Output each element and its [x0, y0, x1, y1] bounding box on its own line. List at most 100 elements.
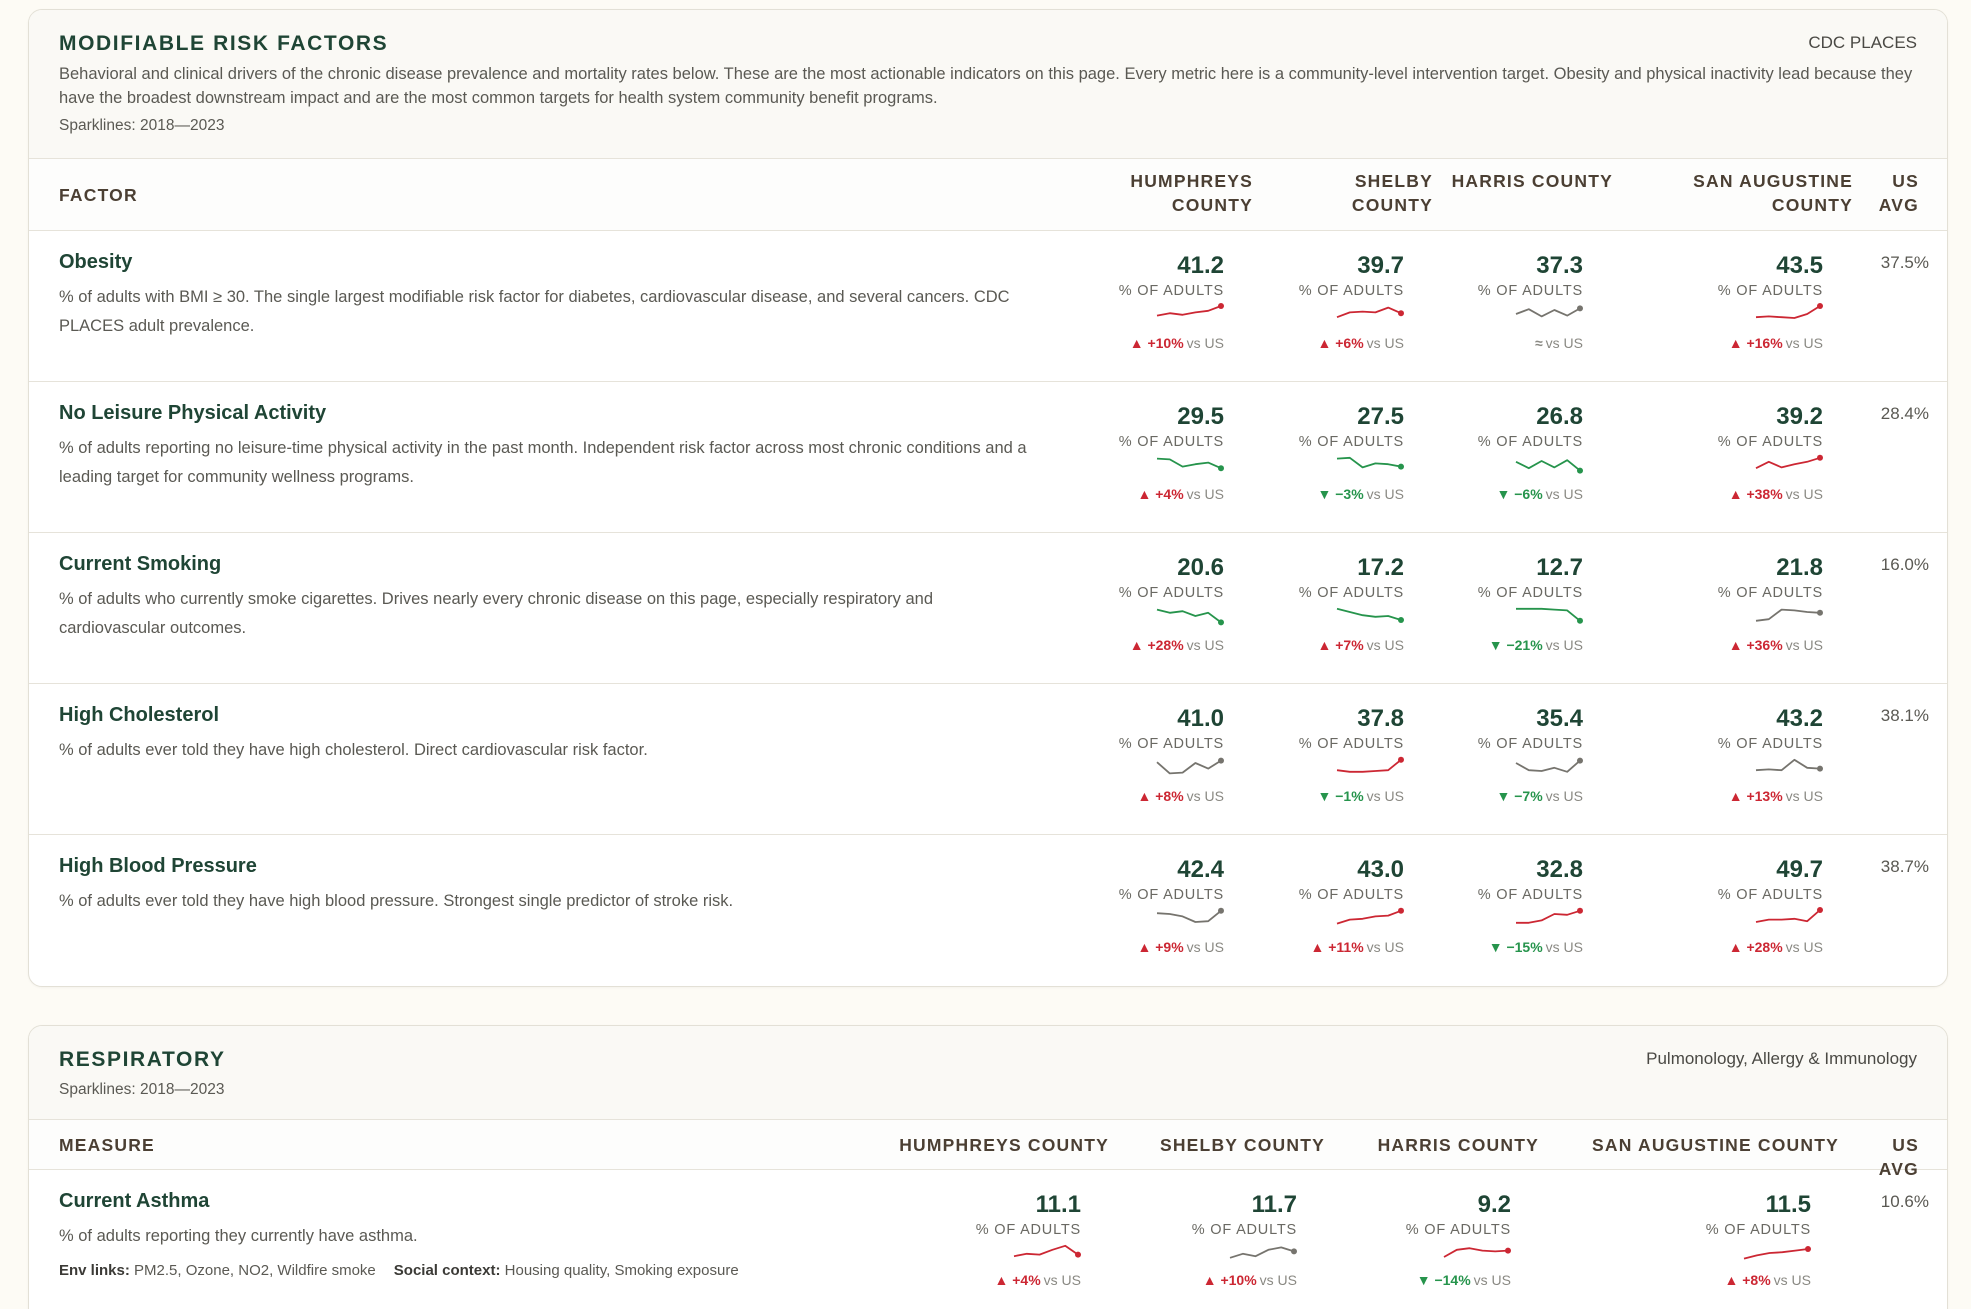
metric-cell[interactable]: 11.7 % OF ADULTS ▲ +10% vs US — [1127, 1190, 1297, 1290]
arrow-up-icon: ▲ — [1202, 1272, 1221, 1288]
sparkline — [1156, 457, 1224, 472]
column-header-factor[interactable]: FACTOR — [59, 185, 138, 205]
metric-unit: % OF ADULTS — [1477, 434, 1583, 450]
delta-vs-us: ▼ −7% vs US — [1413, 786, 1583, 806]
metric-cell[interactable]: 37.3 % OF ADULTS ≈ vs US — [1413, 251, 1583, 353]
row-description: % of adults ever told they have high cho… — [59, 741, 648, 759]
metric-value: 20.6 — [1177, 554, 1224, 581]
column-header-humphreys[interactable]: HUMPHREYS COUNTY — [899, 1135, 1109, 1155]
metric-cell[interactable]: 37.8 % OF ADULTS ▼ −1% vs US — [1234, 704, 1404, 806]
delta-amount: +9% — [1155, 939, 1184, 955]
table-row[interactable]: High Blood Pressure % of adults ever told… — [29, 835, 1947, 986]
sparkline-line — [1516, 909, 1581, 924]
metric-cell[interactable]: 12.7 % OF ADULTS ▼ −21% vs US — [1413, 553, 1583, 655]
sparkline — [1443, 1247, 1511, 1258]
table-row[interactable]: High Cholesterol % of adults ever told th… — [29, 684, 1947, 835]
metric-cell[interactable]: 43.0 % OF ADULTS ▲ +11% vs US — [1234, 855, 1404, 957]
metric-cell[interactable]: 41.0 % OF ADULTS ▲ +8% vs US — [1054, 704, 1224, 806]
column-header-shelby[interactable]: SHELBY COUNTY — [1159, 1135, 1325, 1155]
metric-cell[interactable]: 11.5 % OF ADULTS ▲ +8% vs US — [1641, 1190, 1811, 1290]
table-row[interactable]: Obesity % of adults with BMI ≥ 30. The si… — [29, 231, 1947, 382]
metric-cell[interactable]: 17.2 % OF ADULTS ▲ +7% vs US — [1234, 553, 1404, 655]
metric-cell[interactable]: 29.5 % OF ADULTS ▲ +4% vs US — [1054, 402, 1224, 504]
env-links-label: Env links: — [59, 1262, 130, 1279]
sparkline-line — [1743, 1248, 1809, 1260]
delta-vs-label: vs US — [1545, 486, 1583, 502]
delta-vs-us: ▲ +4% vs US — [1054, 484, 1224, 504]
table-row[interactable]: Current Smoking % of adults who currently… — [29, 533, 1947, 684]
column-header-san-augustine[interactable]: SAN AUGUSTINE COUNTY — [1592, 1135, 1839, 1155]
arrow-up-icon: ▲ — [1137, 788, 1156, 804]
column-header-shelby[interactable]: SHELBY COUNTY — [1351, 171, 1433, 215]
metric-cell[interactable]: 43.5 % OF ADULTS ▲ +16% vs US — [1653, 251, 1823, 353]
delta-vs-label: vs US — [1785, 637, 1823, 653]
delta-vs-us: ▲ +38% vs US — [1653, 484, 1823, 504]
card-description: Behavioral and clinical drivers of the c… — [59, 65, 1913, 107]
delta-vs-label: vs US — [1785, 788, 1823, 804]
metric-unit: % OF ADULTS — [1298, 736, 1404, 752]
metric-cell[interactable]: 43.2 % OF ADULTS ▲ +13% vs US — [1653, 704, 1823, 806]
delta-amount: +6% — [1335, 335, 1364, 351]
metric-cell[interactable]: 32.8 % OF ADULTS ▼ −15% vs US — [1413, 855, 1583, 957]
column-header-us-avg[interactable]: US AVG — [1878, 171, 1919, 215]
metric-unit: % OF ADULTS — [1298, 434, 1404, 450]
delta-vs-label: vs US — [1545, 637, 1583, 653]
column-header-harris[interactable]: HARRIS COUNTY — [1451, 171, 1613, 191]
metric-unit: % OF ADULTS — [1191, 1222, 1297, 1238]
metric-cell[interactable]: 27.5 % OF ADULTS ▼ −3% vs US — [1234, 402, 1404, 504]
delta-vs-label: vs US — [1043, 1272, 1081, 1288]
sparkline — [1336, 456, 1404, 470]
arrow-down-icon: ▼ — [1488, 637, 1507, 653]
sparkline — [1755, 454, 1823, 470]
metric-cell[interactable]: 26.8 % OF ADULTS ▼ −6% vs US — [1413, 402, 1583, 504]
delta-vs-label: vs US — [1259, 1272, 1297, 1288]
sparkline — [1515, 305, 1583, 318]
column-header-us-avg[interactable]: US AVG — [1878, 1135, 1919, 1179]
sparkline-endpoint — [1577, 907, 1583, 914]
metric-value: 11.5 — [1765, 1191, 1811, 1218]
card-header: MODIFIABLE RISK FACTORS CDC PLACES Behav… — [29, 10, 1947, 159]
row-name: Obesity — [59, 251, 133, 273]
metric-cell[interactable]: 20.6 % OF ADULTS ▲ +28% vs US — [1054, 553, 1224, 655]
sparkline — [1156, 303, 1224, 317]
metric-cell[interactable]: 9.2 % OF ADULTS ▼ −14% vs US — [1341, 1190, 1511, 1290]
sparkline — [1515, 459, 1583, 474]
delta-amount: ≈ — [1534, 335, 1543, 351]
delta-amount: +10% — [1147, 335, 1184, 351]
metric-cell[interactable]: 39.7 % OF ADULTS ▲ +6% vs US — [1234, 251, 1404, 353]
metric-cell[interactable]: 11.1 % OF ADULTS ▲ +4% vs US — [911, 1190, 1081, 1290]
arrow-up-icon: ▲ — [1317, 335, 1336, 351]
metric-unit: % OF ADULTS — [1477, 585, 1583, 601]
column-header-harris[interactable]: HARRIS COUNTY — [1377, 1135, 1539, 1155]
sparkline — [1743, 1246, 1811, 1260]
column-header-measure[interactable]: MEASURE — [59, 1135, 155, 1155]
column-header-san-augustine[interactable]: SAN AUGUSTINE COUNTY — [1693, 171, 1853, 215]
delta-amount: −1% — [1335, 788, 1364, 804]
sparkline — [1336, 306, 1404, 319]
metric-cell[interactable]: 35.4 % OF ADULTS ▼ −7% vs US — [1413, 704, 1583, 806]
arrow-up-icon: ▲ — [1728, 335, 1747, 351]
delta-vs-us: ▼ −1% vs US — [1234, 786, 1404, 806]
risk-factors-card: MODIFIABLE RISK FACTORS CDC PLACES Behav… — [28, 9, 1948, 987]
delta-vs-label: vs US — [1366, 637, 1404, 653]
sparkline — [1755, 303, 1823, 319]
column-header-humphreys[interactable]: HUMPHREYS COUNTY — [1130, 171, 1253, 215]
sparkline-line — [1336, 909, 1402, 925]
us-average-value: 10.6% — [1880, 1192, 1929, 1211]
table-row[interactable]: No Leisure Physical Activity % of adults … — [29, 382, 1947, 533]
delta-amount: +4% — [1155, 486, 1184, 502]
table-row[interactable]: Current Asthma % of adults reporting they… — [29, 1170, 1947, 1309]
card-header: RESPIRATORY Pulmonology, Allergy & Immun… — [29, 1026, 1947, 1120]
metric-value: 41.0 — [1177, 705, 1224, 732]
row-name: High Blood Pressure — [59, 855, 257, 877]
metric-cell[interactable]: 42.4 % OF ADULTS ▲ +9% vs US — [1054, 855, 1224, 957]
metric-cell[interactable]: 49.7 % OF ADULTS ▲ +28% vs US — [1653, 855, 1823, 957]
sparkline-line — [1336, 607, 1402, 621]
sparkline-endpoint — [1218, 303, 1224, 309]
row-name: No Leisure Physical Activity — [59, 402, 327, 424]
metric-cell[interactable]: 41.2 % OF ADULTS ▲ +10% vs US — [1054, 251, 1224, 353]
metric-value: 35.4 — [1536, 705, 1583, 732]
metric-cell[interactable]: 39.2 % OF ADULTS ▲ +38% vs US — [1653, 402, 1823, 504]
metric-cell[interactable]: 21.8 % OF ADULTS ▲ +36% vs US — [1653, 553, 1823, 655]
sparkline-line — [1516, 607, 1581, 622]
